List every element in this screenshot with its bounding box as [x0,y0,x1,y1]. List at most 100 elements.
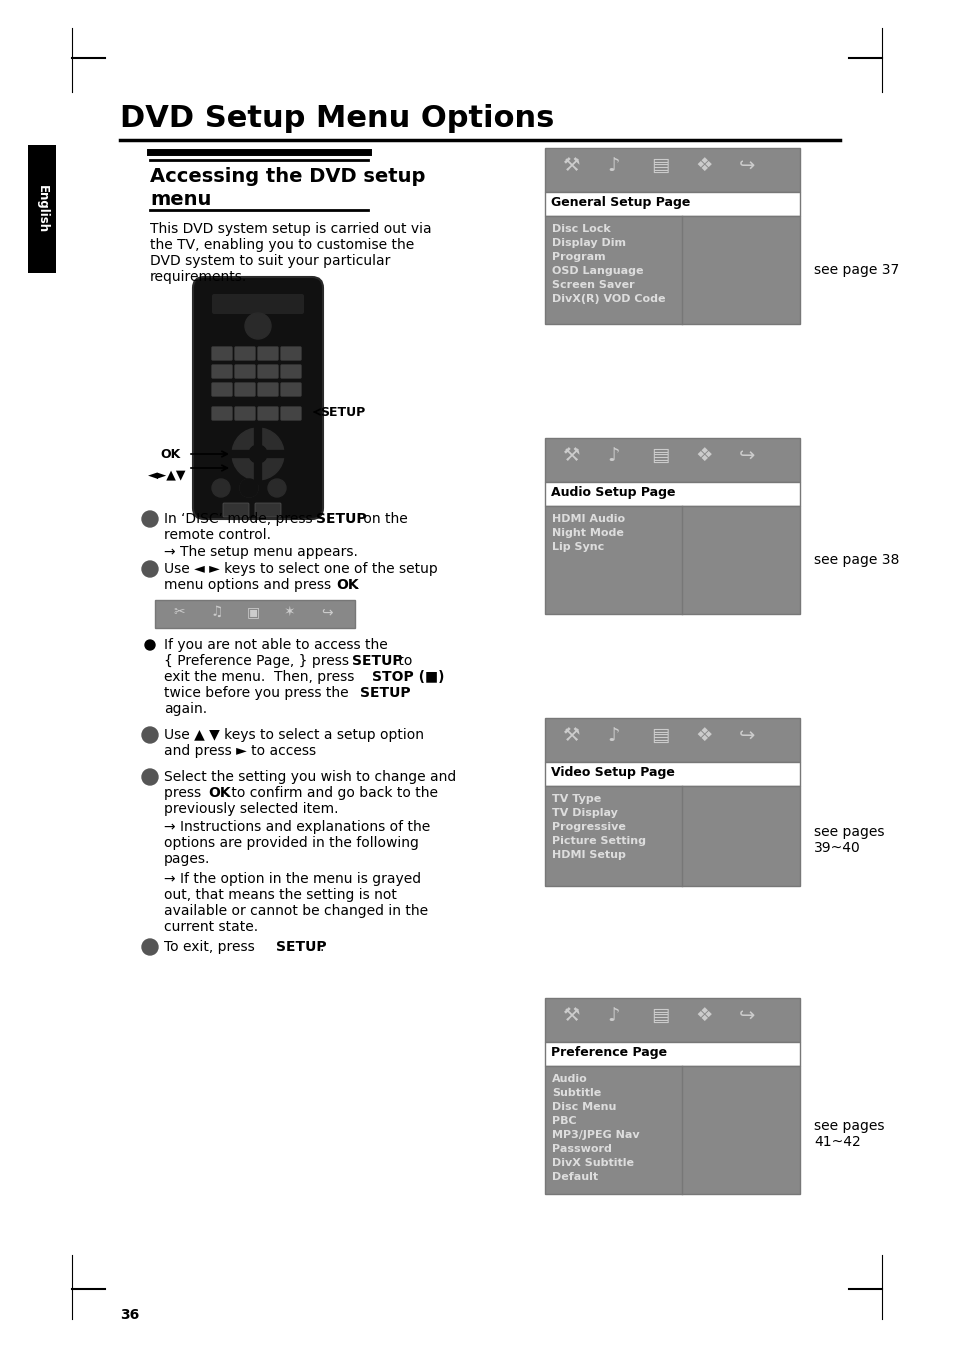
FancyBboxPatch shape [544,762,800,787]
Text: SETUP: SETUP [319,405,365,419]
Text: 2: 2 [146,564,153,574]
Text: on the: on the [358,512,407,525]
Text: Use ◄ ► keys to select one of the setup: Use ◄ ► keys to select one of the setup [164,562,437,577]
Text: → The setup menu appears.: → The setup menu appears. [164,546,357,559]
FancyBboxPatch shape [257,407,278,420]
FancyBboxPatch shape [544,482,800,506]
Text: General Setup Page: General Setup Page [551,197,690,209]
Text: again.: again. [164,702,207,717]
Text: ⚒: ⚒ [562,726,579,745]
FancyBboxPatch shape [280,383,301,396]
Text: Lip Sync: Lip Sync [552,541,603,552]
Text: .: . [355,578,359,591]
Text: Picture Setting: Picture Setting [552,836,645,846]
FancyBboxPatch shape [234,383,255,396]
Text: Screen Saver: Screen Saver [552,280,634,290]
Text: requirements.: requirements. [150,269,247,284]
Text: ❖: ❖ [695,726,712,745]
Text: Video Setup Page: Video Setup Page [551,766,674,779]
FancyBboxPatch shape [544,506,800,614]
Text: see pages: see pages [813,1119,883,1133]
Text: exit the menu.  Then, press: exit the menu. Then, press [164,669,358,684]
FancyBboxPatch shape [280,365,301,379]
FancyBboxPatch shape [254,502,281,517]
Text: OK: OK [208,787,231,800]
Text: the TV, enabling you to customise the: the TV, enabling you to customise the [150,238,414,252]
FancyBboxPatch shape [223,502,249,517]
Text: Program: Program [552,252,605,263]
Text: Night Mode: Night Mode [552,528,623,537]
Text: 4: 4 [146,772,153,783]
Text: ↪: ↪ [739,726,755,745]
Text: and press ► to access: and press ► to access [164,744,315,758]
FancyBboxPatch shape [544,193,800,216]
Text: 41~42: 41~42 [813,1136,860,1149]
FancyBboxPatch shape [257,383,278,396]
Circle shape [142,511,158,527]
Text: 1: 1 [146,515,153,524]
Text: ▤: ▤ [650,156,669,175]
Text: Disc Lock: Disc Lock [552,224,610,234]
FancyBboxPatch shape [28,145,56,273]
Circle shape [142,727,158,744]
Text: 39~40: 39~40 [813,841,860,855]
Text: ▣: ▣ [247,605,260,620]
Text: Use ▲ ▼ keys to select a setup option: Use ▲ ▼ keys to select a setup option [164,727,423,742]
Text: ♪: ♪ [606,446,618,465]
Text: Subtitle: Subtitle [552,1088,600,1098]
Text: ♪: ♪ [606,1006,618,1025]
Text: DivX(R) VOD Code: DivX(R) VOD Code [552,294,665,304]
Text: see pages: see pages [813,824,883,839]
Text: DivX Subtitle: DivX Subtitle [552,1158,634,1168]
FancyBboxPatch shape [212,407,233,420]
Text: HDMI Audio: HDMI Audio [552,515,624,524]
Circle shape [240,480,257,497]
Text: ↪: ↪ [739,446,755,465]
Text: ↪: ↪ [320,605,333,620]
FancyBboxPatch shape [544,438,800,482]
Text: OK: OK [160,449,180,461]
Text: ⚒: ⚒ [562,156,579,175]
FancyBboxPatch shape [212,365,233,379]
Text: current state.: current state. [164,920,258,933]
Text: twice before you press the: twice before you press the [164,686,353,700]
Text: ↪: ↪ [739,156,755,175]
Text: Select the setting you wish to change and: Select the setting you wish to change an… [164,770,456,784]
Circle shape [142,769,158,785]
Text: previously selected item.: previously selected item. [164,801,338,816]
Circle shape [145,640,154,651]
FancyBboxPatch shape [212,346,233,361]
FancyBboxPatch shape [257,365,278,379]
Text: { Preference Page, } press: { Preference Page, } press [164,655,353,668]
Text: ❖: ❖ [695,446,712,465]
Text: Audio Setup Page: Audio Setup Page [551,486,675,498]
Text: out, that means the setting is not: out, that means the setting is not [164,888,396,902]
Text: Progressive: Progressive [552,822,625,832]
Text: Display Dim: Display Dim [552,238,625,248]
Text: pages.: pages. [164,853,211,866]
Text: ▤: ▤ [650,1006,669,1025]
Text: ♫: ♫ [210,605,222,620]
Text: see page 38: see page 38 [813,554,899,567]
Text: If you are not able to access the: If you are not able to access the [164,638,387,652]
Text: ♪: ♪ [606,726,618,745]
Text: ♪: ♪ [606,156,618,175]
Text: PBC: PBC [552,1117,576,1126]
Text: MP3/JPEG Nav: MP3/JPEG Nav [552,1130,639,1140]
Text: STOP (■): STOP (■) [372,669,444,684]
FancyBboxPatch shape [234,407,255,420]
FancyBboxPatch shape [154,599,355,628]
Circle shape [249,445,267,463]
Circle shape [212,480,230,497]
Text: options are provided in the following: options are provided in the following [164,836,418,850]
FancyBboxPatch shape [193,277,323,519]
Text: SETUP: SETUP [275,940,326,954]
Text: remote control.: remote control. [164,528,271,541]
Text: Disc Menu: Disc Menu [552,1102,616,1113]
Text: OSD Language: OSD Language [552,265,643,276]
FancyBboxPatch shape [257,346,278,361]
Text: ↪: ↪ [739,1006,755,1025]
Text: menu options and press: menu options and press [164,578,335,591]
Text: ▤: ▤ [650,446,669,465]
Text: HDMI Setup: HDMI Setup [552,850,625,859]
